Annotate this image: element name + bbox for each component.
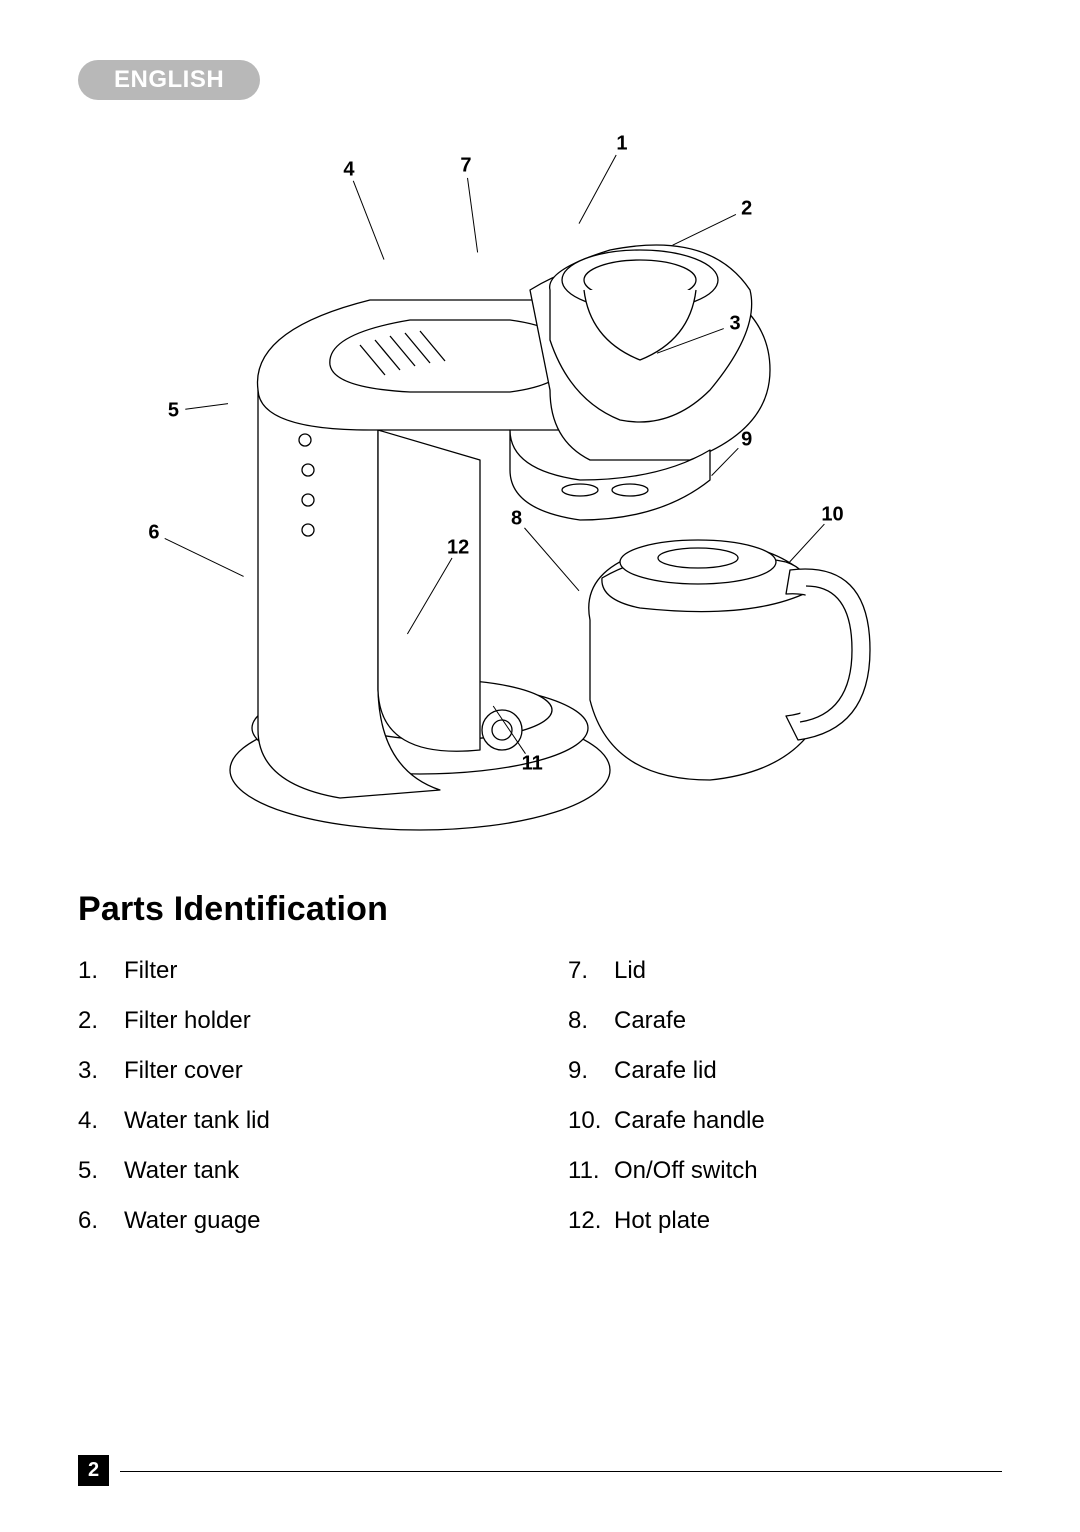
diagram-callout: 9 [741, 428, 752, 451]
parts-list-item-label: Lid [614, 957, 646, 985]
coffee-maker-line-art [150, 130, 930, 850]
parts-list-col-1: 1.Filter2.Filter holder3.Filter cover4.W… [78, 957, 508, 1257]
parts-list-item: 7.Lid [568, 957, 998, 985]
parts-list-col-2: 7.Lid8.Carafe9.Carafe lid10.Carafe handl… [568, 957, 998, 1257]
parts-list-item-number: 9. [568, 1057, 614, 1085]
parts-list-item-number: 7. [568, 957, 614, 985]
parts-list-item-number: 1. [78, 957, 124, 985]
footer-rule [120, 1471, 1002, 1472]
parts-list-item-number: 3. [78, 1057, 124, 1085]
parts-list-item: 5.Water tank [78, 1157, 508, 1185]
diagram-callout: 5 [168, 399, 179, 422]
diagram-callout: 4 [343, 158, 354, 181]
parts-list-item-number: 11. [568, 1157, 614, 1185]
parts-list-item: 12.Hot plate [568, 1207, 998, 1235]
diagram-callout: 1 [616, 133, 627, 156]
parts-list-item: 2.Filter holder [78, 1007, 508, 1035]
parts-list-item-label: On/Off switch [614, 1157, 758, 1185]
diagram-callout: 10 [821, 504, 843, 527]
parts-list-item-label: Filter cover [124, 1057, 243, 1085]
parts-list-item-number: 5. [78, 1157, 124, 1185]
section-heading: Parts Identification [78, 890, 1002, 929]
diagram-callout: 2 [741, 198, 752, 221]
parts-list-item: 3.Filter cover [78, 1057, 508, 1085]
parts-list-item: 10.Carafe handle [568, 1107, 998, 1135]
parts-list-item-label: Water guage [124, 1207, 261, 1235]
parts-list-item: 8.Carafe [568, 1007, 998, 1035]
diagram-container: 123456789101112 [78, 130, 1002, 850]
parts-list-item-number: 8. [568, 1007, 614, 1035]
parts-list-item-label: Water tank lid [124, 1107, 270, 1135]
diagram-callout: 8 [511, 507, 522, 530]
parts-list-item-number: 12. [568, 1207, 614, 1235]
diagram-callout: 12 [447, 536, 469, 559]
diagram-callout: 7 [460, 155, 471, 178]
parts-list-item: 11.On/Off switch [568, 1157, 998, 1185]
parts-list-item-number: 6. [78, 1207, 124, 1235]
language-badge: ENGLISH [78, 60, 260, 100]
diagram-callout: 11 [522, 752, 543, 775]
diagram-callout: 3 [729, 313, 740, 336]
parts-list-item: 6.Water guage [78, 1207, 508, 1235]
parts-list-item: 1.Filter [78, 957, 508, 985]
page-number: 2 [78, 1455, 109, 1486]
parts-list-item-label: Water tank [124, 1157, 239, 1185]
parts-list-item: 9.Carafe lid [568, 1057, 998, 1085]
parts-diagram: 123456789101112 [150, 130, 930, 850]
parts-list-item-label: Hot plate [614, 1207, 710, 1235]
manual-page: ENGLISH [0, 0, 1080, 1532]
parts-list: 1.Filter2.Filter holder3.Filter cover4.W… [78, 957, 1002, 1257]
parts-list-item-label: Carafe [614, 1007, 686, 1035]
parts-list-item-number: 2. [78, 1007, 124, 1035]
parts-list-item-number: 10. [568, 1107, 614, 1135]
parts-list-item-number: 4. [78, 1107, 124, 1135]
diagram-callout: 6 [148, 522, 159, 545]
parts-list-item: 4.Water tank lid [78, 1107, 508, 1135]
parts-list-item-label: Filter holder [124, 1007, 251, 1035]
parts-list-item-label: Carafe lid [614, 1057, 717, 1085]
parts-list-item-label: Carafe handle [614, 1107, 765, 1135]
parts-list-item-label: Filter [124, 957, 177, 985]
